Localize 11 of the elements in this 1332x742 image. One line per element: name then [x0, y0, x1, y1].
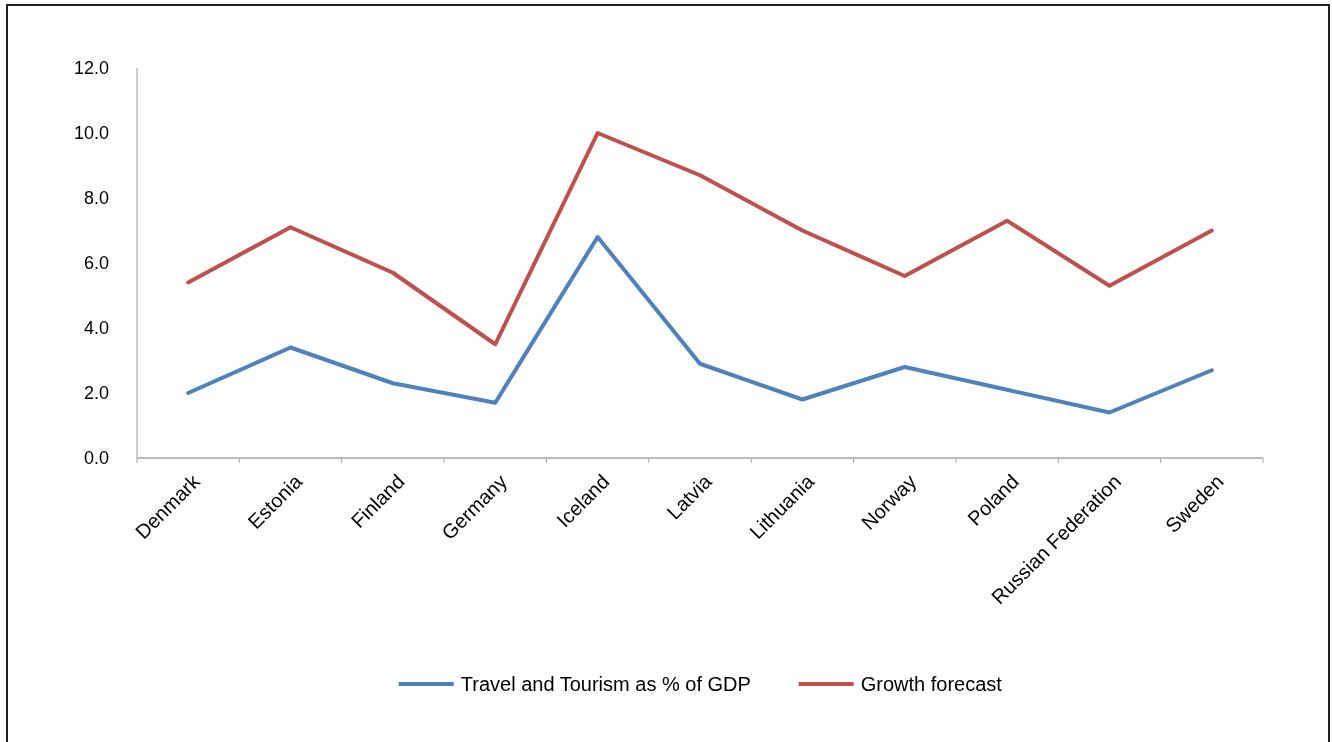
- y-tick-label: 4.0: [83, 318, 109, 339]
- y-tick-label: 2.0: [83, 383, 109, 404]
- line-series: [186, 131, 1214, 347]
- y-tick-label: 10.0: [73, 123, 109, 144]
- legend-label: Growth forecast: [860, 673, 1003, 695]
- y-tick-label: 12.0: [73, 58, 109, 79]
- legend-label: Travel and Tourism as % of GDP: [460, 673, 751, 695]
- y-tick-label: 0.0: [83, 448, 109, 469]
- line-series: [186, 235, 1214, 415]
- y-tick-label: 6.0: [83, 253, 109, 274]
- y-tick-label: 8.0: [83, 188, 109, 209]
